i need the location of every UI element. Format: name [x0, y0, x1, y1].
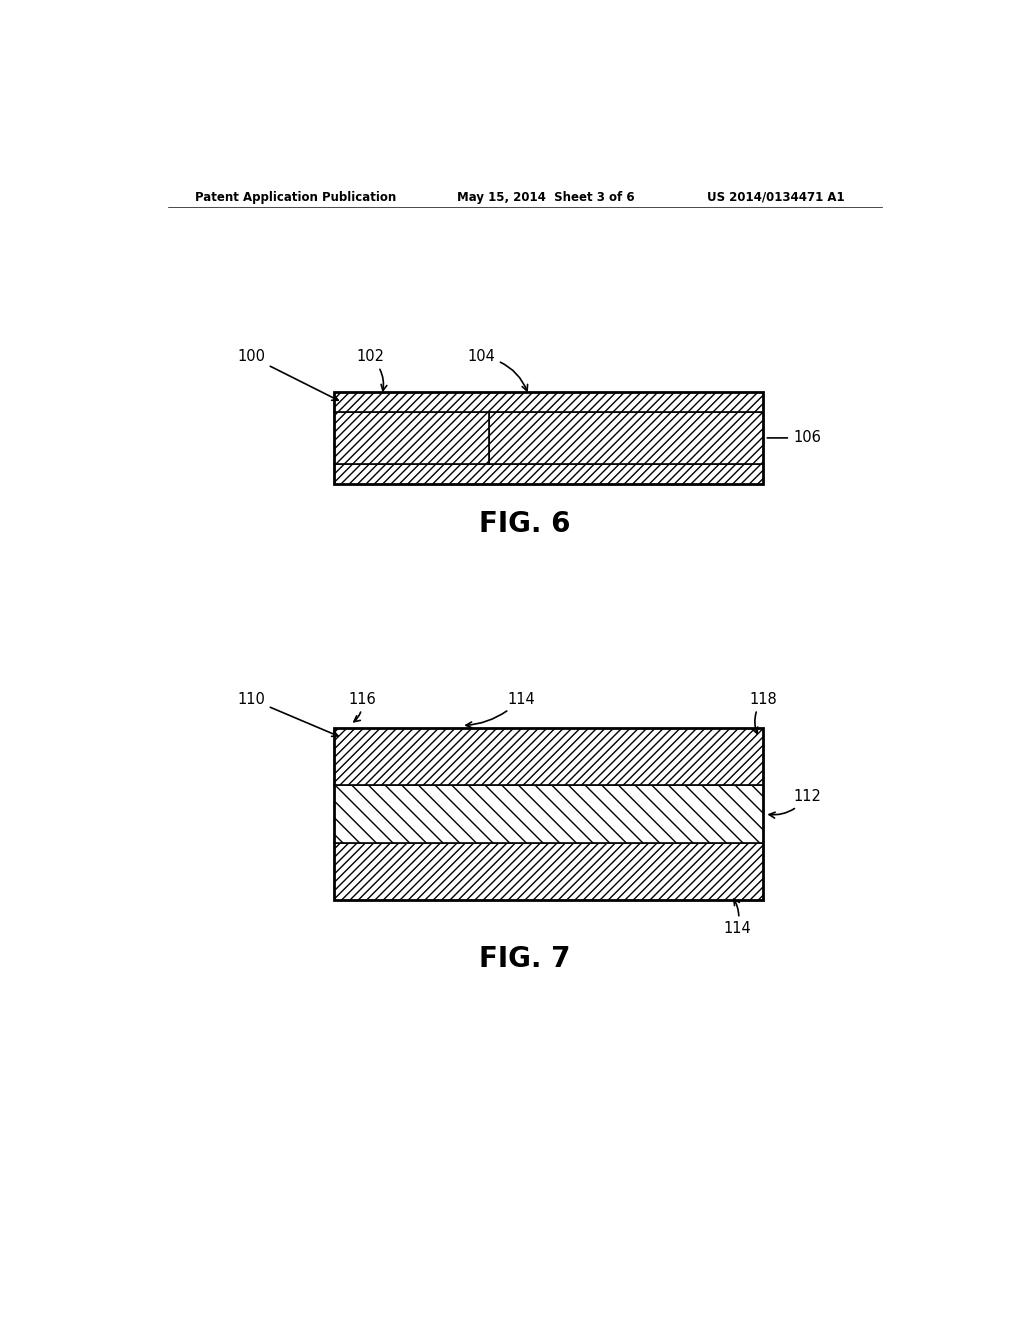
Text: 106: 106	[767, 430, 821, 445]
Bar	[334, 463, 763, 483]
Text: 104: 104	[467, 348, 527, 391]
Text: 112: 112	[769, 789, 821, 818]
Text: FIG. 7: FIG. 7	[479, 945, 570, 973]
Text: 118: 118	[749, 692, 777, 734]
Bar	[334, 785, 763, 842]
Bar	[334, 412, 489, 463]
Text: 102: 102	[356, 348, 387, 391]
Text: 114: 114	[466, 692, 535, 727]
Text: FIG. 6: FIG. 6	[479, 511, 570, 539]
Bar	[334, 392, 763, 412]
Bar	[334, 842, 763, 900]
Bar	[334, 727, 763, 785]
Bar	[489, 412, 763, 463]
Text: 100: 100	[237, 348, 338, 400]
Text: 110: 110	[238, 692, 338, 737]
Text: Patent Application Publication: Patent Application Publication	[196, 190, 396, 203]
Bar	[334, 392, 763, 483]
Text: May 15, 2014  Sheet 3 of 6: May 15, 2014 Sheet 3 of 6	[458, 190, 635, 203]
Text: 114: 114	[723, 899, 751, 936]
Text: 116: 116	[348, 692, 376, 722]
Bar	[334, 727, 763, 900]
Text: US 2014/0134471 A1: US 2014/0134471 A1	[708, 190, 845, 203]
